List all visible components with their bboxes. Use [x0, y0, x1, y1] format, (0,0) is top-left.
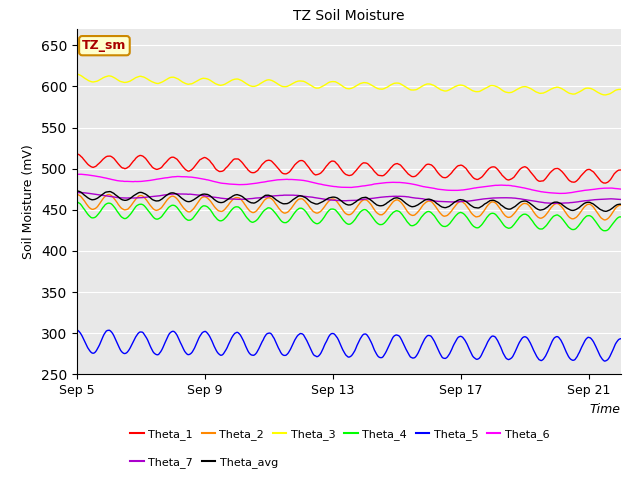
Theta_3: [335, 81, 342, 86]
Theta_avg: [335, 196, 342, 202]
Theta_1: [617, 167, 625, 173]
Theta_6: [617, 186, 625, 192]
Theta_avg: [519, 198, 527, 204]
Theta_avg: [73, 188, 81, 194]
Theta_1: [602, 180, 609, 186]
Theta_2: [106, 192, 113, 197]
Theta_avg: [617, 201, 625, 207]
Line: Theta_5: Theta_5: [77, 330, 621, 361]
Theta_1: [332, 159, 339, 165]
Theta_5: [73, 327, 81, 333]
Y-axis label: Soil Moisture (mV): Soil Moisture (mV): [22, 144, 35, 259]
Theta_3: [602, 92, 609, 98]
Theta_5: [367, 339, 375, 345]
Theta_4: [332, 207, 339, 213]
Theta_avg: [605, 207, 612, 213]
Theta_4: [397, 210, 404, 216]
Theta_3: [519, 84, 527, 90]
Theta_4: [617, 214, 625, 220]
Theta_6: [332, 184, 340, 190]
Theta_4: [73, 199, 81, 205]
Theta_1: [367, 165, 375, 170]
Theta_7: [617, 197, 625, 203]
Theta_7: [336, 198, 344, 204]
Theta_6: [73, 171, 81, 177]
Theta_1: [73, 151, 81, 156]
Line: Theta_2: Theta_2: [77, 194, 621, 220]
Theta_3: [397, 81, 404, 87]
X-axis label: Time: Time: [590, 403, 621, 416]
Theta_3: [332, 79, 339, 84]
Theta_7: [77, 190, 85, 195]
Theta_2: [73, 192, 81, 197]
Theta_7: [332, 197, 340, 203]
Theta_3: [617, 86, 625, 92]
Theta_5: [335, 337, 342, 343]
Theta_6: [606, 185, 614, 191]
Theta_6: [558, 191, 566, 196]
Theta_2: [520, 201, 527, 206]
Theta_5: [332, 332, 339, 338]
Theta_3: [605, 91, 612, 97]
Text: TZ_sm: TZ_sm: [82, 39, 127, 52]
Theta_avg: [397, 196, 404, 202]
Theta_7: [606, 196, 614, 202]
Theta_2: [336, 203, 344, 208]
Theta_5: [519, 335, 527, 340]
Theta_4: [367, 213, 375, 218]
Theta_7: [520, 197, 527, 203]
Theta_6: [369, 181, 376, 187]
Theta_5: [617, 336, 625, 342]
Theta_7: [549, 201, 557, 206]
Theta_6: [336, 184, 344, 190]
Theta_4: [605, 226, 612, 232]
Theta_6: [75, 171, 83, 177]
Theta_5: [397, 335, 404, 341]
Line: Theta_6: Theta_6: [77, 174, 621, 193]
Theta_7: [73, 190, 81, 195]
Theta_1: [335, 163, 342, 168]
Theta_6: [398, 180, 406, 185]
Theta_3: [367, 82, 375, 88]
Theta_avg: [332, 194, 339, 200]
Theta_2: [369, 204, 376, 209]
Theta_5: [605, 355, 612, 361]
Theta_7: [369, 195, 376, 201]
Line: Theta_4: Theta_4: [77, 202, 621, 231]
Theta_2: [332, 198, 340, 204]
Line: Theta_avg: Theta_avg: [77, 191, 621, 211]
Theta_avg: [367, 197, 375, 203]
Legend: Theta_7, Theta_avg: Theta_7, Theta_avg: [126, 453, 282, 472]
Theta_7: [398, 193, 406, 199]
Line: Theta_3: Theta_3: [77, 74, 621, 95]
Theta_1: [397, 162, 404, 168]
Theta_2: [617, 203, 625, 208]
Theta_2: [398, 200, 406, 206]
Theta_avg: [602, 208, 609, 214]
Theta_6: [520, 185, 527, 191]
Theta_3: [73, 71, 81, 77]
Line: Theta_7: Theta_7: [77, 192, 621, 204]
Theta_2: [600, 217, 608, 223]
Title: TZ Soil Moisture: TZ Soil Moisture: [293, 10, 404, 24]
Theta_1: [519, 165, 527, 170]
Theta_4: [335, 211, 342, 216]
Theta_4: [519, 212, 527, 217]
Line: Theta_1: Theta_1: [77, 154, 621, 183]
Theta_1: [605, 178, 612, 184]
Theta_4: [600, 228, 608, 234]
Theta_2: [606, 214, 614, 219]
Theta_5: [600, 358, 608, 364]
